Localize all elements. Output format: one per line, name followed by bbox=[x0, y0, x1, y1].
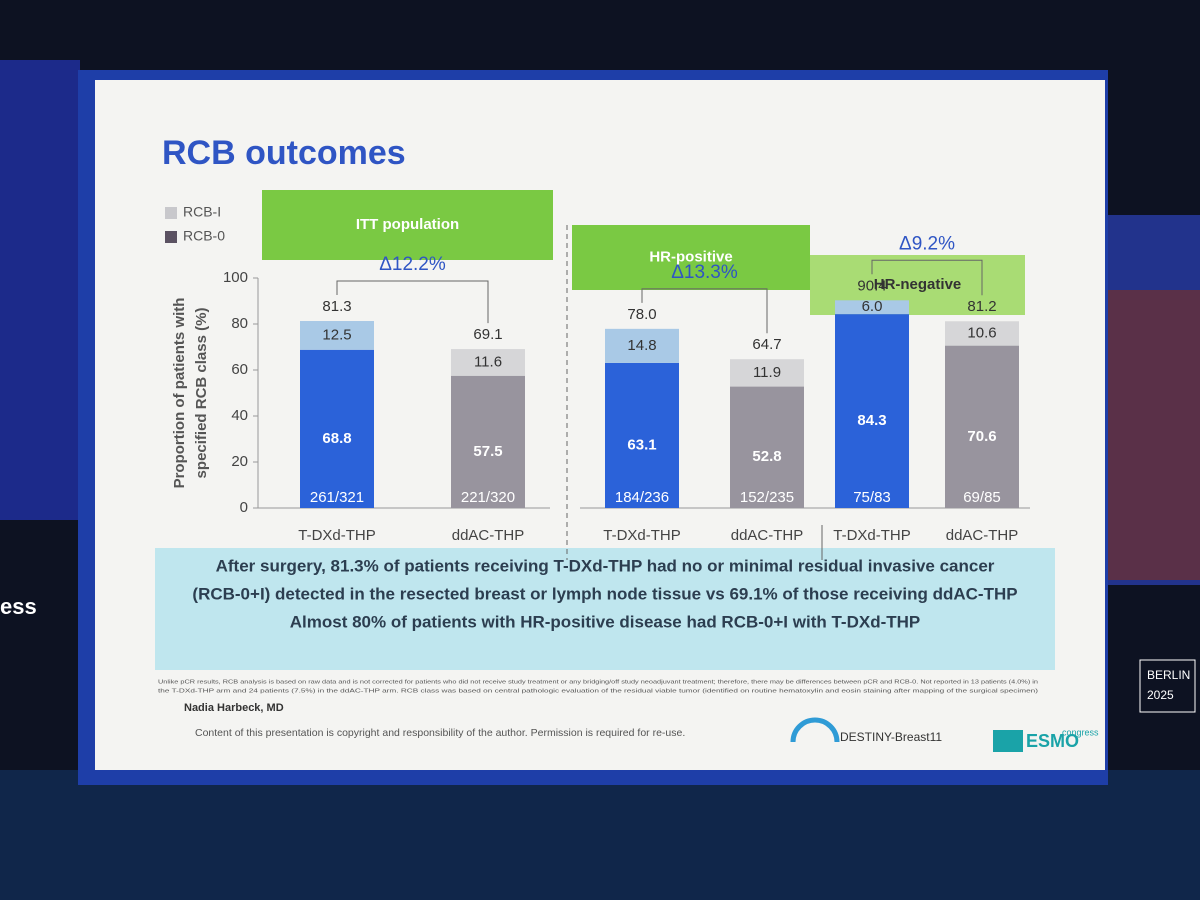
x-tick-label: ddAC-THP bbox=[731, 527, 804, 544]
total-label: 78.0 bbox=[627, 306, 656, 323]
y-tick-label: 0 bbox=[240, 499, 248, 516]
total-label: 81.2 bbox=[967, 298, 996, 315]
footnote: the T-DXd-THP arm and 24 patients (7.5%)… bbox=[158, 688, 1038, 694]
x-tick-label: T-DXd-THP bbox=[603, 527, 681, 544]
legend-swatch bbox=[165, 207, 177, 219]
n-label: 261/321 bbox=[310, 489, 364, 506]
slide-title: RCB outcomes bbox=[162, 134, 406, 172]
summary-line: After surgery, 81.3% of patients receivi… bbox=[216, 556, 995, 575]
delta-bracket bbox=[336, 280, 489, 324]
value-label: 70.6 bbox=[967, 428, 996, 445]
logo-text: DESTINY-Breast11 bbox=[840, 730, 942, 744]
legend-label: RCB-I bbox=[183, 204, 221, 220]
bar-segment bbox=[945, 345, 1019, 508]
value-label: 11.9 bbox=[753, 364, 781, 381]
group-label: HR-positive bbox=[649, 248, 732, 265]
x-tick-label: T-DXd-THP bbox=[298, 527, 376, 544]
x-tick-label: ddAC-THP bbox=[452, 527, 525, 544]
bar-segment bbox=[300, 349, 374, 508]
value-label: 12.5 bbox=[322, 326, 351, 343]
group-header bbox=[572, 225, 810, 290]
footnote: Unlike pCR results, RCB analysis is base… bbox=[158, 679, 1038, 685]
bar-segment bbox=[605, 328, 679, 363]
total-label: 69.1 bbox=[473, 326, 502, 343]
group-label: ITT population bbox=[356, 216, 459, 233]
author: Nadia Harbeck, MD bbox=[184, 702, 284, 714]
delta-label: Δ13.3% bbox=[671, 262, 738, 283]
x-tick-label: T-DXd-THP bbox=[833, 527, 911, 544]
n-label: 184/236 bbox=[615, 489, 669, 506]
total-label: 90.4 bbox=[857, 277, 886, 294]
congress-year: 2025 bbox=[1147, 688, 1174, 702]
bar-segment bbox=[605, 362, 679, 508]
n-label: 152/235 bbox=[740, 489, 794, 506]
logo-icon bbox=[790, 717, 840, 743]
y-tick-label: 80 bbox=[231, 315, 248, 332]
value-label: 11.6 bbox=[474, 353, 502, 370]
total-label: 81.3 bbox=[322, 298, 351, 315]
copyright: Content of this presentation is copyrigh… bbox=[195, 727, 685, 739]
y-tick-label: 60 bbox=[231, 361, 248, 378]
y-axis-label: specified RCB class (%) bbox=[193, 308, 210, 479]
esmo-logo: ESMO bbox=[1026, 731, 1079, 751]
left-screen-text: ess bbox=[0, 594, 37, 619]
delta-bracket bbox=[641, 288, 768, 334]
value-label: 10.6 bbox=[967, 324, 996, 341]
bar-segment bbox=[730, 359, 804, 387]
total-label: 64.7 bbox=[752, 336, 781, 353]
legend-label: RCB-0 bbox=[183, 228, 225, 244]
bar-segment bbox=[451, 349, 525, 376]
y-tick-label: 20 bbox=[231, 453, 248, 470]
value-label: 63.1 bbox=[627, 436, 656, 453]
esmo-badge bbox=[993, 730, 1023, 752]
congress-city: BERLIN bbox=[1147, 668, 1190, 682]
value-label: 52.8 bbox=[752, 448, 781, 465]
left-screen bbox=[0, 60, 80, 520]
congress-word: congress bbox=[1062, 727, 1099, 737]
y-axis-label: Proportion of patients with bbox=[171, 298, 188, 489]
group-header bbox=[262, 190, 553, 260]
value-label: 84.3 bbox=[857, 412, 886, 429]
delta-bracket bbox=[871, 259, 983, 296]
y-tick-label: 100 bbox=[223, 269, 248, 286]
summary-box bbox=[155, 548, 1055, 670]
bar-segment bbox=[730, 386, 804, 508]
speaker bbox=[1100, 290, 1200, 580]
value-label: 14.8 bbox=[627, 337, 656, 354]
bar-segment bbox=[945, 321, 1019, 346]
y-tick-label: 40 bbox=[231, 407, 248, 424]
bar-segment bbox=[300, 321, 374, 350]
delta-label: Δ12.2% bbox=[379, 254, 446, 275]
value-label: 57.5 bbox=[473, 443, 502, 460]
stage-curtain bbox=[0, 770, 1200, 900]
bar-segment bbox=[835, 300, 909, 315]
summary-line: (RCB-0+I) detected in the resected breas… bbox=[192, 584, 1017, 603]
n-label: 69/85 bbox=[963, 489, 1001, 506]
n-label: 75/83 bbox=[853, 489, 891, 506]
n-label: 221/320 bbox=[461, 489, 515, 506]
berlin-badge bbox=[1139, 659, 1196, 713]
bar-segment bbox=[835, 314, 909, 508]
value-label: 68.8 bbox=[322, 430, 351, 447]
summary-line: Almost 80% of patients with HR-positive … bbox=[290, 612, 921, 631]
legend-swatch bbox=[165, 231, 177, 243]
value-label: 6.0 bbox=[862, 298, 883, 315]
bar-segment bbox=[451, 375, 525, 508]
group-label: HR-negative bbox=[874, 276, 962, 293]
delta-label: Δ9.2% bbox=[899, 233, 955, 254]
x-tick-label: ddAC-THP bbox=[946, 527, 1019, 544]
